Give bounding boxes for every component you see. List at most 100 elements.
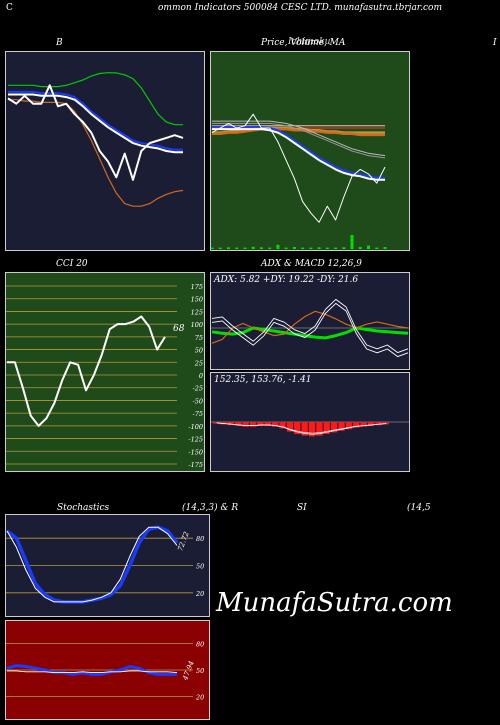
cci-tick-label: -25: [193, 385, 203, 393]
price-line-orange_line: [212, 127, 385, 137]
volume-bar: [276, 244, 280, 249]
cci-tick-label: 50: [195, 347, 203, 355]
cci-title: CCI 20: [56, 259, 88, 269]
cci-tick-label: -75: [193, 410, 203, 418]
macd-bar: [279, 422, 286, 429]
volume-bar: [235, 247, 239, 249]
macd-signal-line-b: [216, 422, 387, 434]
macd-bar: [272, 422, 279, 427]
macd-bar: [323, 422, 330, 434]
price-line-price: [211, 113, 386, 223]
cci-line: [7, 315, 166, 427]
cci-panel: 175 150 125 100 75 50 25 0 -25 -50 -75 -100 -125 -150…: [5, 272, 205, 472]
macd-bar: [249, 422, 257, 427]
bollinger-line-lower: [8, 99, 184, 207]
volume-bar: [210, 247, 214, 249]
volume-bar: [218, 247, 222, 249]
price-ma-title-overlay: Ichimoku: [288, 37, 331, 47]
adx-readout: ADX: 5.82 +DY: 19.22 -DY: 21.6: [214, 275, 359, 285]
bollinger-line-middle1: [8, 90, 183, 151]
macd-bar: [286, 422, 294, 432]
macd-bar: [382, 422, 389, 425]
macd-bar: [301, 422, 308, 436]
stochastics-params: (14,3,3) & R: [182, 503, 239, 513]
macd-bar: [227, 422, 235, 426]
volume-bar: [284, 247, 288, 249]
rsi-tick-label: 80: [196, 641, 204, 649]
price-line-gray1: [212, 120, 386, 157]
macd-bar: [308, 422, 316, 437]
bollinger-line-middle2: [8, 93, 183, 154]
volume-bar: [325, 247, 329, 249]
price-line-white_ma: [212, 128, 385, 181]
volume-bar: [243, 247, 247, 249]
stoch-tick-label: 20: [195, 590, 204, 598]
macd-bar: [375, 422, 382, 426]
volume-bar: [375, 247, 379, 249]
rsi-tick-label: 20: [195, 693, 204, 701]
cci-tick-label: -50: [193, 397, 203, 405]
macd-bar: [353, 422, 360, 428]
price-ma-panel: [210, 51, 410, 251]
macd-bar: [235, 422, 242, 426]
cci-tick-label: 100: [191, 321, 203, 329]
cci-tick-label: 0: [199, 372, 203, 380]
bollinger-title: B: [56, 38, 63, 48]
cci-tick-label: 125: [191, 308, 203, 316]
price-ma-title: Price, Volume, MA: [261, 38, 346, 48]
volume-bar: [301, 247, 305, 249]
volume-bar: [383, 247, 387, 249]
adx-macd-title: ADX & MACD 12,26,9: [261, 259, 362, 269]
cci-last-value: 68: [173, 324, 185, 334]
stoch-tick-label: 80: [196, 535, 204, 543]
volume-bar: [251, 246, 255, 249]
stoch-line-d: [6, 526, 178, 603]
cci-tick-label: 150: [191, 296, 203, 304]
macd-bar: [213, 422, 220, 424]
macd-bar: [360, 422, 367, 427]
adx-line-plus_di: [211, 310, 409, 344]
rsi-line-rsi_white: [7, 670, 178, 674]
volume-bar: [317, 247, 321, 249]
rsi-title: SI: [297, 503, 307, 513]
price-line-gray2: [212, 122, 386, 159]
macd-bar: [367, 422, 375, 426]
cci-tick-label: 175: [191, 283, 203, 291]
bollinger-background: [5, 51, 205, 251]
volume-bar: [342, 247, 346, 249]
right-edge-letter: I: [493, 38, 497, 48]
cci-tick-label: -150: [188, 448, 203, 456]
macd-bar: [331, 422, 338, 433]
cci-tick-label: 75: [195, 334, 203, 342]
macd-bar: [264, 422, 271, 426]
macd-bar: [242, 422, 249, 427]
macd-bar: [257, 422, 264, 426]
volume-bar: [227, 247, 230, 249]
bollinger-line-upper: [8, 72, 183, 126]
volume-bar: [268, 247, 272, 249]
adx-background: [210, 272, 410, 370]
adx-panel: [210, 272, 410, 370]
cci-tick-label: -100: [188, 423, 203, 431]
macd-bar: [316, 422, 323, 436]
watermark: MunafaSutra.com: [216, 588, 453, 618]
rsi-params: (14,5: [407, 503, 431, 513]
volume-bar: [367, 245, 370, 249]
macd-bar: [345, 422, 353, 430]
rsi-tick-label: 50: [196, 667, 204, 675]
adx-line-adx: [211, 326, 409, 340]
volume-bar: [292, 247, 296, 249]
bollinger-line-price: [7, 84, 184, 181]
cci-tick-label: -175: [188, 461, 203, 469]
macd-bar: [294, 422, 301, 434]
stochastics-title: Stochastics: [57, 503, 110, 513]
corner-letter: C: [6, 3, 13, 13]
macd-readout: 152.35, 153.76, -1.41: [214, 375, 312, 385]
volume-bar: [259, 247, 263, 249]
adx-line-minus-di-a: [211, 298, 409, 354]
volume-bar: [358, 247, 362, 249]
volume-bar: [350, 235, 354, 249]
